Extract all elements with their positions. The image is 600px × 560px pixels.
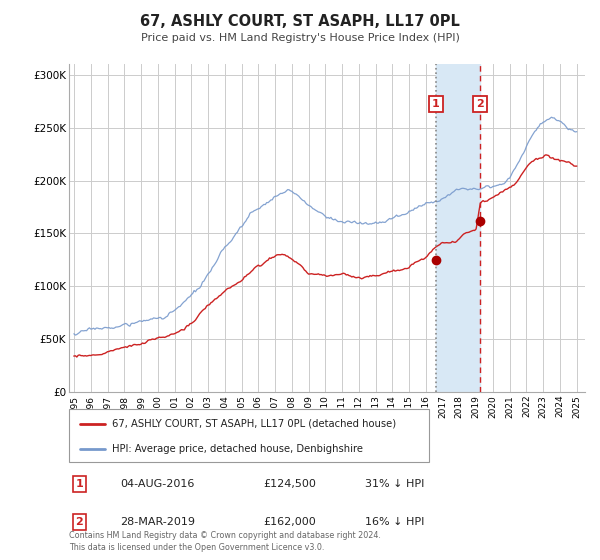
Text: HPI: Average price, detached house, Denbighshire: HPI: Average price, detached house, Denb…	[112, 444, 363, 454]
Text: Contains HM Land Registry data © Crown copyright and database right 2024.
This d: Contains HM Land Registry data © Crown c…	[69, 531, 381, 552]
Text: 1: 1	[76, 479, 83, 489]
Text: 67, ASHLY COURT, ST ASAPH, LL17 0PL: 67, ASHLY COURT, ST ASAPH, LL17 0PL	[140, 14, 460, 29]
Text: 16% ↓ HPI: 16% ↓ HPI	[365, 517, 424, 527]
Text: 04-AUG-2016: 04-AUG-2016	[120, 479, 194, 489]
Text: 31% ↓ HPI: 31% ↓ HPI	[365, 479, 424, 489]
Text: 2: 2	[476, 99, 484, 109]
Text: Price paid vs. HM Land Registry's House Price Index (HPI): Price paid vs. HM Land Registry's House …	[140, 33, 460, 43]
Text: £162,000: £162,000	[263, 517, 316, 527]
Text: £124,500: £124,500	[263, 479, 316, 489]
Text: 28-MAR-2019: 28-MAR-2019	[120, 517, 195, 527]
FancyBboxPatch shape	[69, 409, 429, 462]
Bar	[436, 64, 480, 392]
Text: 67, ASHLY COURT, ST ASAPH, LL17 0PL (detached house): 67, ASHLY COURT, ST ASAPH, LL17 0PL (det…	[112, 419, 397, 429]
Text: 1: 1	[432, 99, 440, 109]
Text: 2: 2	[76, 517, 83, 527]
